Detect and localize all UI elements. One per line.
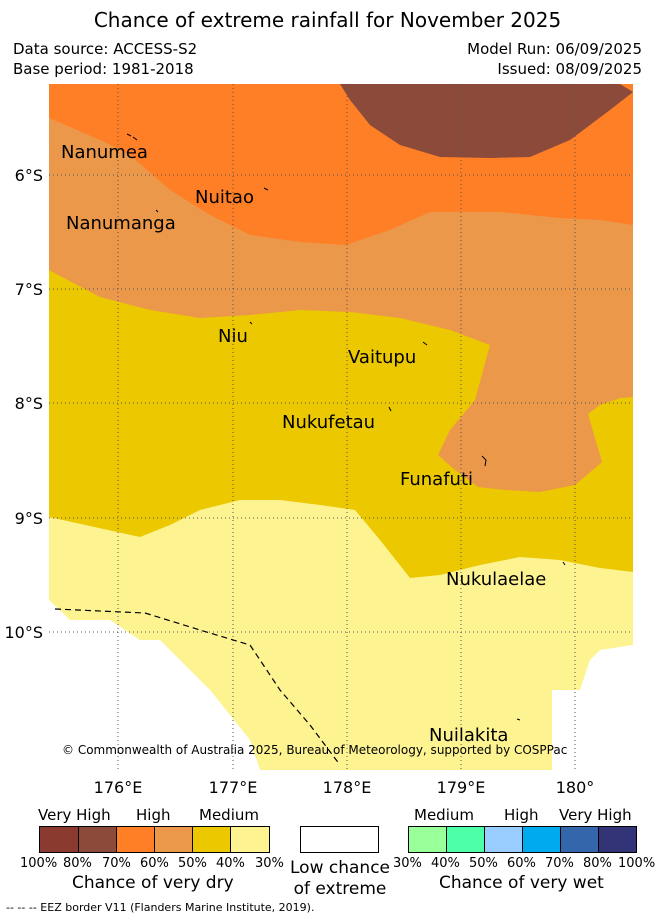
zone-no-signal-east [552, 645, 633, 770]
dry-percent: 100% [20, 856, 58, 871]
dry-colorbar [39, 826, 270, 853]
islands [126, 133, 566, 721]
wet-swatch [561, 827, 599, 852]
lat-tick: 7°S [15, 280, 43, 299]
dry-swatch [231, 827, 269, 852]
dry-percent: 40% [216, 856, 245, 871]
wet-swatch [599, 827, 636, 852]
place-label-nuitao: Nuitao [195, 187, 254, 208]
wet-header-high: High [504, 806, 539, 824]
low-chance-swatch [300, 826, 379, 853]
island-nuitao [263, 187, 269, 191]
wet-percent: 70% [545, 856, 574, 871]
lon-tick: 178°E [323, 778, 372, 797]
wet-header-medium: Medium [414, 806, 474, 824]
lat-tick: 8°S [15, 394, 43, 413]
island-nuilakita [516, 718, 521, 721]
wet-swatch [447, 827, 485, 852]
copyright-credit: © Commonwealth of Australia 2025, Bureau… [62, 743, 567, 757]
lon-tick: 177°E [209, 778, 258, 797]
lon-tick: 179°E [437, 778, 486, 797]
map-title: Chance of extreme rainfall for November … [93, 8, 562, 32]
lat-tick: 6°S [15, 166, 43, 185]
rainfall-map: 6°S 7°S 8°S 9°S 10°S 176°E 177°E 178°E 1… [4, 84, 633, 797]
wet-percent: 60% [507, 856, 536, 871]
lat-tick: 9°S [15, 509, 43, 528]
island-nukulaelae [562, 561, 566, 566]
place-label-nanumea: Nanumea [61, 142, 148, 163]
wet-header-very-high: Very High [559, 806, 632, 824]
dry-percent: 30% [255, 856, 284, 871]
dry-percent: 50% [178, 856, 207, 871]
low-chance-caption-1: Low chance [290, 858, 390, 878]
place-label-funafuti: Funafuti [400, 469, 473, 490]
dry-header-medium: Medium [199, 806, 259, 824]
wet-percent: 50% [469, 856, 498, 871]
wet-percent: 40% [431, 856, 460, 871]
issued-date: Issued: 08/09/2025 [497, 60, 642, 78]
lon-tick: 180° [556, 778, 595, 797]
dry-swatch [193, 827, 231, 852]
island-funafuti [481, 455, 487, 467]
wet-colorbar [408, 826, 637, 853]
dry-swatch [40, 827, 79, 852]
dry-percent: 70% [102, 856, 131, 871]
dry-header-very-high: Very High [38, 806, 111, 824]
eez-border [54, 608, 341, 766]
dry-swatch [79, 827, 117, 852]
lat-tick: 10°S [4, 623, 43, 642]
island-nukufetau [388, 406, 392, 412]
wet-swatch [523, 827, 561, 852]
graticule [49, 84, 633, 770]
data-source: Data source: ACCESS-S2 [13, 40, 198, 58]
dry-swatch [117, 827, 155, 852]
island-nanumanga [155, 209, 159, 213]
wet-caption: Chance of very wet [439, 873, 604, 893]
place-label-nukulaelae: Nukulaelae [446, 569, 546, 590]
place-label-nanumanga: Nanumanga [66, 213, 176, 234]
island-vaitupu [422, 341, 428, 346]
eez-border-note: -- -- -- EEZ border V11 (Flanders Marine… [6, 901, 315, 914]
base-period: Base period: 1981-2018 [13, 60, 194, 78]
wet-percent: 80% [583, 856, 612, 871]
island-niu [249, 321, 253, 325]
dry-percent: 80% [63, 856, 92, 871]
place-label-niu: Niu [218, 326, 248, 347]
dry-percent: 60% [140, 856, 169, 871]
wet-percent: 100% [618, 856, 655, 871]
place-label-vaitupu: Vaitupu [348, 347, 416, 368]
model-run: Model Run: 06/09/2025 [467, 40, 642, 58]
dry-caption: Chance of very dry [72, 873, 234, 893]
low-chance-caption-2: of extreme [293, 879, 387, 899]
wet-swatch [409, 827, 447, 852]
wet-percent: 30% [393, 856, 422, 871]
zone-very-high-dry [340, 84, 633, 158]
zone-no-signal-west [49, 600, 260, 770]
island-nanumea [126, 133, 138, 141]
lon-tick: 176°E [94, 778, 143, 797]
place-label-nukufetau: Nukufetau [282, 412, 375, 433]
dry-header-high: High [136, 806, 171, 824]
place-label-nuilakita: Nuilakita [429, 725, 508, 746]
wet-swatch [485, 827, 523, 852]
dry-swatch [155, 827, 193, 852]
